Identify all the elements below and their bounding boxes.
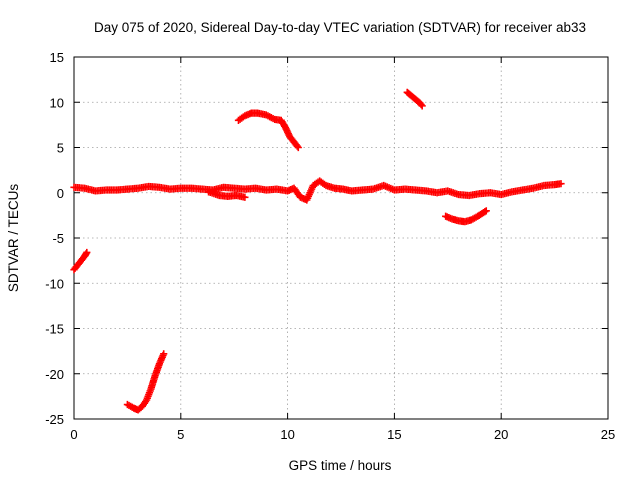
data-point-series-4 bbox=[293, 142, 301, 150]
y-tick-label: -5 bbox=[52, 231, 64, 246]
y-tick-label: 10 bbox=[50, 95, 64, 110]
x-tick-label: 20 bbox=[494, 427, 508, 442]
data-point-series-5 bbox=[417, 100, 425, 109]
y-tick-label: 15 bbox=[50, 50, 64, 65]
data-point-series-2 bbox=[83, 248, 91, 257]
x-tick-label: 25 bbox=[601, 427, 615, 442]
data-point-series-5 bbox=[418, 102, 426, 110]
grid-layer bbox=[74, 57, 608, 419]
data-point-series-6 bbox=[482, 207, 490, 215]
y-tick-label: 0 bbox=[57, 186, 64, 201]
x-tick-label: 0 bbox=[70, 427, 77, 442]
data-points bbox=[70, 88, 565, 414]
y-tick-label: -25 bbox=[45, 412, 64, 427]
y-tick-label: -10 bbox=[45, 276, 64, 291]
data-point-series-6 bbox=[481, 208, 489, 216]
chart-title: Day 075 of 2020, Sidereal Day-to-day VTE… bbox=[94, 20, 586, 35]
y-tick-label: -15 bbox=[45, 322, 64, 337]
x-axis-label: GPS time / hours bbox=[289, 458, 392, 473]
data-point-series-1 bbox=[241, 193, 249, 201]
x-tick-label: 5 bbox=[177, 427, 184, 442]
y-tick-label: -20 bbox=[45, 367, 64, 382]
y-axis-label: SDTVAR / TECUs bbox=[6, 184, 21, 293]
data-point-series-0 bbox=[557, 180, 565, 188]
y-tick-label: 5 bbox=[57, 141, 64, 156]
x-tick-label: 10 bbox=[280, 427, 294, 442]
tick-layer: 0 5 10 15 20 25 15 10 5 0 -5 -10 -15 -20 -25 bbox=[45, 50, 615, 442]
x-tick-label: 15 bbox=[387, 427, 401, 442]
data-point-series-4 bbox=[294, 143, 302, 152]
data-point-series-3 bbox=[160, 350, 168, 358]
